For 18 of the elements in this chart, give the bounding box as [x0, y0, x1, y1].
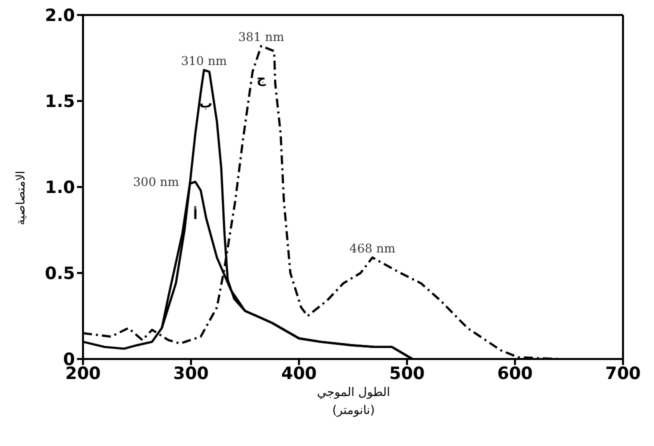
- annotation: 300 nm: [133, 175, 180, 190]
- x-axis-title: الطول الموجي (نانومتر): [316, 384, 392, 419]
- annotation: أ: [193, 206, 198, 224]
- x-tick-label: 400: [281, 364, 317, 384]
- x-tick-label: 700: [605, 364, 641, 384]
- x-tick-label: 500: [389, 364, 425, 384]
- y-tick-label: 1.0: [44, 178, 76, 198]
- annotation: 381 nm: [238, 30, 285, 44]
- annotation: 468 nm: [350, 242, 396, 256]
- y-axis-title: الامتصاصية: [13, 170, 28, 226]
- y-tick-label: 2.0: [44, 6, 76, 26]
- x-tick-label: 600: [497, 364, 533, 384]
- y-tick-label: 1.5: [44, 92, 75, 112]
- y-tick-label: 0.5: [44, 264, 75, 284]
- annotation: ب: [199, 96, 212, 112]
- annotation: ج: [256, 72, 267, 88]
- x-tick-label: 300: [173, 364, 209, 384]
- annotation: 310 nm: [181, 54, 228, 68]
